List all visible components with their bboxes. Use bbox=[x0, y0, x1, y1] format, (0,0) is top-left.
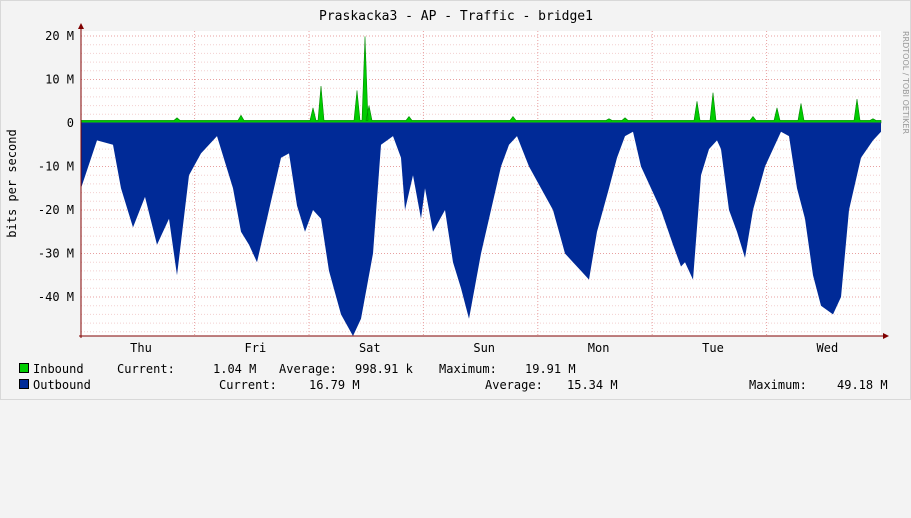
outbound-current-label: Current: bbox=[219, 378, 277, 392]
legend-inbound: Inbound Current: 1.04 M Average: 998.91 … bbox=[19, 362, 576, 376]
x-tick-label: Thu bbox=[130, 341, 152, 355]
outbound-average-value: 15.34 M bbox=[567, 378, 618, 392]
inbound-maximum-label: Maximum: bbox=[439, 362, 497, 376]
legend-outbound: Outbound Current: 16.79 M Average: 15.34… bbox=[19, 378, 888, 392]
inbound-current-label: Current: bbox=[117, 362, 175, 376]
y-axis-label: bits per second bbox=[5, 129, 19, 237]
y-tick-label: -40 M bbox=[38, 290, 74, 304]
graph-frame: Praskacka3 - AP - Traffic - bridge1 RRDTO… bbox=[0, 0, 911, 400]
x-tick-label: Tue bbox=[702, 341, 724, 355]
y-tick-label: -30 M bbox=[38, 247, 74, 261]
y-tick-label: -10 M bbox=[38, 160, 74, 174]
y-tick-label: 10 M bbox=[45, 73, 74, 87]
inbound-maximum-value: 19.91 M bbox=[525, 362, 576, 376]
inbound-current-value: 1.04 M bbox=[213, 362, 257, 376]
inbound-average-label: Average: bbox=[279, 362, 337, 376]
inbound-swatch bbox=[19, 363, 29, 373]
outbound-name: Outbound bbox=[33, 378, 91, 392]
x-tick-label: Wed bbox=[817, 341, 839, 355]
watermark: RRDTOOL / TOBI OETIKER bbox=[901, 31, 910, 134]
traffic-chart: Praskacka3 - AP - Traffic - bridge1 RRDTO… bbox=[5, 9, 910, 355]
y-tick-label: -20 M bbox=[38, 203, 74, 217]
outbound-maximum-label: Maximum: bbox=[749, 378, 807, 392]
outbound-average-label: Average: bbox=[485, 378, 543, 392]
y-tick-label: 0 bbox=[67, 116, 74, 130]
outbound-area bbox=[81, 123, 881, 336]
inbound-average-value: 998.91 k bbox=[355, 362, 413, 376]
x-tick-label: Sat bbox=[359, 341, 381, 355]
outbound-current-value: 16.79 M bbox=[309, 378, 360, 392]
outbound-swatch bbox=[19, 379, 29, 389]
y-tick-label: 20 M bbox=[45, 29, 74, 43]
x-tick-label: Fri bbox=[245, 341, 267, 355]
chart-title: Praskacka3 - AP - Traffic - bridge1 bbox=[319, 9, 593, 24]
x-axis-arrow bbox=[883, 333, 889, 339]
x-tick-label: Sun bbox=[473, 341, 495, 355]
y-axis-arrow bbox=[78, 23, 84, 29]
inbound-name: Inbound bbox=[33, 362, 84, 376]
inbound-area bbox=[80, 36, 882, 124]
x-tick-label: Mon bbox=[588, 341, 610, 355]
outbound-maximum-value: 49.18 M bbox=[837, 378, 888, 392]
